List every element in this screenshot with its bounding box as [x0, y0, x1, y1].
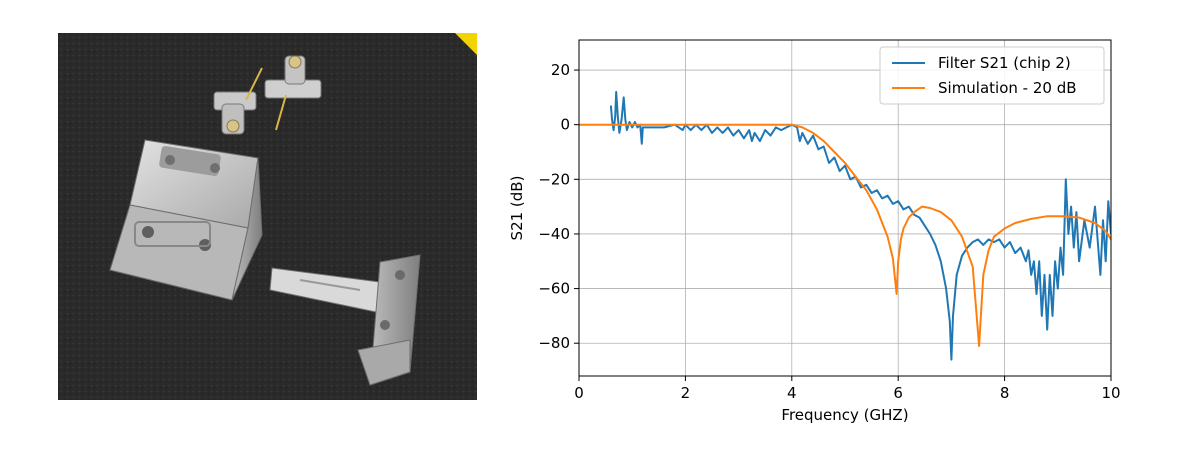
chart-axis-ticks: 0 2 4 6 8 10 20 0 −20 −40 −60 −80 [538, 61, 1120, 402]
x-tick-label: 2 [681, 384, 691, 402]
legend-label-filter: Filter S21 (chip 2) [938, 54, 1071, 72]
y-tick-label: −60 [538, 280, 570, 298]
chart-series-lines [579, 90, 1111, 361]
filter-chip-carrier [269, 254, 421, 386]
series-line-1 [579, 123, 1111, 347]
y-axis-label: S21 (dB) [508, 176, 526, 241]
y-tick-label: 20 [551, 61, 570, 79]
chart-legend: Filter S21 (chip 2) Simulation - 20 dB [879, 46, 1105, 105]
x-tick-label: 0 [574, 384, 584, 402]
series-line-0 [609, 90, 1111, 361]
waveguide-block [109, 139, 263, 301]
y-tick-label: −80 [538, 334, 570, 352]
legend-label-simulation: Simulation - 20 dB [938, 79, 1077, 97]
x-axis-label: Frequency (GHZ) [781, 406, 908, 424]
x-tick-label: 8 [1000, 384, 1010, 402]
x-tick-label: 6 [893, 384, 903, 402]
plot-frame [578, 39, 1112, 377]
sma-connector-right [264, 55, 322, 131]
x-tick-label: 4 [787, 384, 797, 402]
y-tick-label: −40 [538, 225, 570, 243]
x-tick-label: 10 [1101, 384, 1120, 402]
sma-connector-left [213, 67, 263, 135]
y-tick-label: −20 [538, 170, 570, 188]
y-tick-label: 0 [560, 116, 570, 134]
